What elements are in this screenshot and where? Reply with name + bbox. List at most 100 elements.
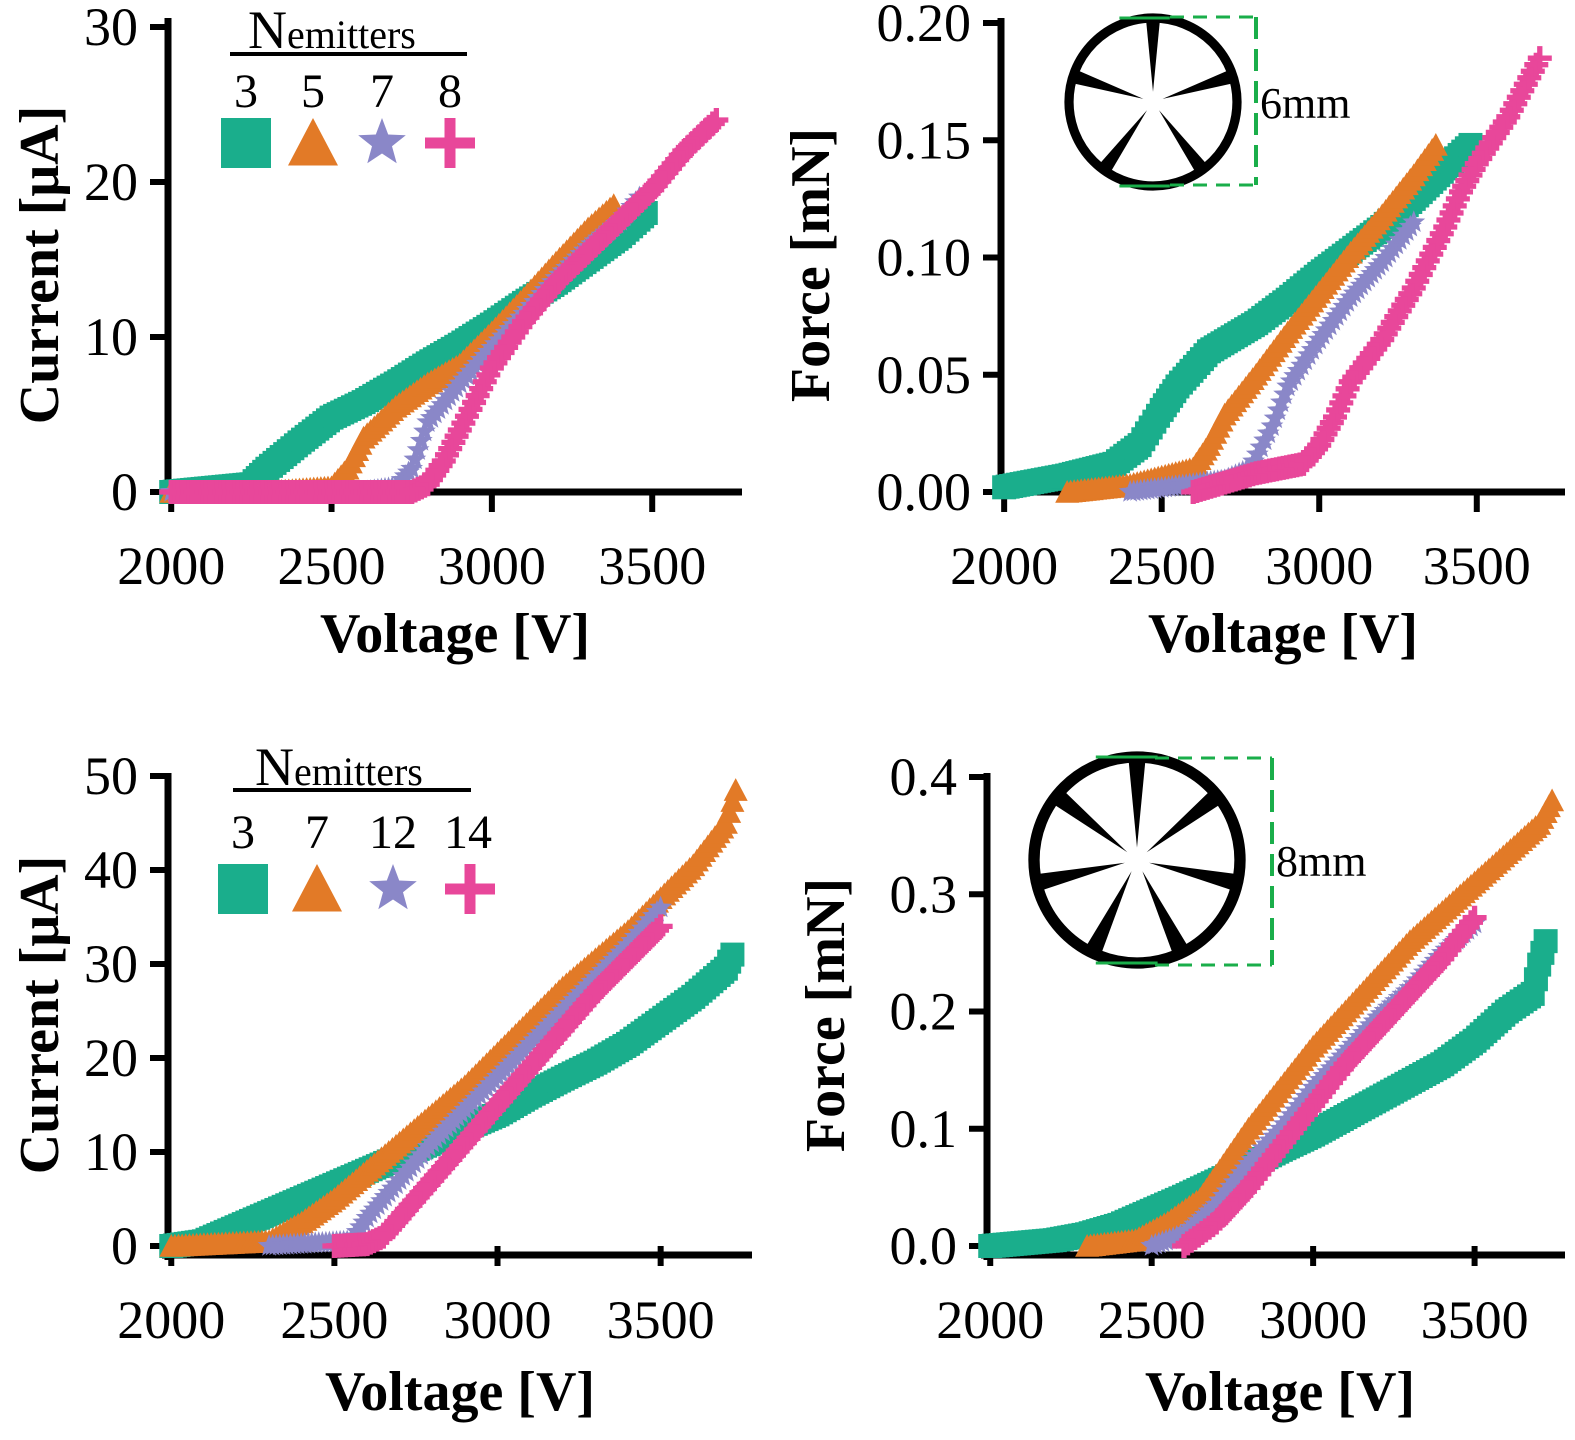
data-point	[460, 1122, 485, 1147]
data-point	[431, 449, 456, 473]
data-point	[1293, 1102, 1318, 1127]
series-7	[1075, 788, 1565, 1257]
data-point	[572, 992, 597, 1017]
data-point	[391, 1201, 416, 1226]
data-point	[1316, 416, 1341, 441]
data-point	[1524, 52, 1549, 77]
legend-label-1: 3	[231, 806, 255, 859]
data-point	[501, 325, 526, 349]
legend-marker-star	[369, 864, 417, 910]
data-point	[471, 1109, 496, 1134]
x-tick-label: 2000	[936, 1290, 1044, 1350]
data-point	[1373, 321, 1398, 346]
y-axis-label: Current [μA]	[9, 856, 71, 1174]
chart-panel-top-left: 0 10 20 30 2000 2500 3000 3500 Current [μA] Vol…	[9, 0, 742, 665]
data-point	[1520, 59, 1545, 84]
x-axis-label: Voltage [V]	[325, 1361, 595, 1423]
emitter-vane	[1149, 862, 1235, 890]
data-point	[547, 267, 572, 292]
data-point	[1376, 1005, 1401, 1030]
data-point	[1499, 98, 1524, 123]
data-point	[533, 283, 558, 308]
y-axis-label: Current [μA]	[9, 106, 71, 424]
emitter-vane	[1039, 862, 1125, 890]
data-point	[625, 191, 650, 216]
data-point	[1279, 1120, 1304, 1145]
data-point	[700, 111, 725, 136]
y-tick-label: 20	[84, 152, 138, 212]
data-point	[1452, 174, 1477, 199]
legend-marker-square	[221, 118, 271, 168]
legend-label-3: 7	[370, 65, 394, 118]
legend-title: Nemitters	[248, 0, 416, 60]
data-point	[1442, 193, 1467, 218]
data-point	[1290, 1106, 1315, 1131]
data-point	[400, 456, 424, 479]
data-point	[536, 1034, 561, 1059]
y-tick-label: 0.05	[877, 345, 972, 405]
data-point	[377, 1217, 402, 1242]
data-point	[1362, 1020, 1387, 1045]
data-point	[387, 1205, 412, 1230]
data-point	[1307, 433, 1332, 458]
y-tick-label: 10	[84, 307, 138, 367]
data-point	[402, 1189, 427, 1214]
data-point	[1329, 390, 1354, 415]
data-point	[427, 1159, 452, 1184]
data-point	[650, 164, 675, 189]
data-point	[518, 1055, 543, 1080]
data-point	[1300, 440, 1325, 465]
data-point	[648, 914, 673, 939]
data-point	[1351, 1032, 1376, 1057]
data-point	[1354, 1028, 1379, 1053]
legend: Nemitters 3 7 12 14	[218, 737, 495, 914]
data-point	[497, 330, 522, 355]
data-point	[374, 1220, 399, 1245]
data-point	[597, 219, 622, 244]
data-point	[1517, 65, 1542, 90]
data-point	[1315, 1075, 1340, 1100]
data-point	[442, 1143, 467, 1168]
data-point	[1294, 448, 1319, 473]
data-point	[583, 980, 608, 1005]
data-point	[526, 292, 551, 317]
data-point	[415, 472, 440, 497]
data-point	[1475, 136, 1500, 161]
data-point	[418, 467, 443, 492]
data-point	[626, 936, 651, 961]
emitter-vane	[1087, 871, 1132, 952]
y-tick-label: 10	[84, 1122, 138, 1182]
legend: Nemitters 3 5 7 8	[221, 0, 475, 168]
data-point	[1415, 962, 1440, 987]
data-point	[675, 135, 700, 160]
data-point	[492, 1084, 517, 1109]
data-point	[640, 177, 665, 202]
data-point	[1359, 341, 1384, 366]
data-point	[1415, 248, 1440, 273]
data-point	[438, 436, 463, 461]
data-point	[1445, 186, 1470, 211]
data-point	[1394, 985, 1419, 1010]
data-point	[1503, 91, 1528, 116]
data-point	[605, 958, 630, 983]
data-point	[1265, 1138, 1290, 1163]
data-point	[1533, 929, 1558, 954]
data-point	[720, 942, 745, 967]
data-point	[474, 1105, 499, 1130]
data-point	[1387, 298, 1412, 323]
x-tick-label: 3500	[598, 536, 706, 596]
data-point	[1433, 942, 1458, 967]
data-point	[551, 263, 576, 288]
data-point	[1471, 141, 1496, 166]
data-point	[1319, 410, 1344, 435]
emitter-vane	[1162, 70, 1231, 99]
data-point	[550, 1017, 575, 1042]
emitter-vane	[1142, 871, 1187, 952]
data-point	[451, 411, 476, 436]
data-point	[1468, 146, 1493, 171]
legend-title-sub: emitters	[294, 749, 423, 794]
data-point	[529, 1042, 554, 1067]
data-point	[479, 356, 504, 380]
data-point	[1391, 293, 1416, 318]
data-point	[444, 424, 469, 449]
